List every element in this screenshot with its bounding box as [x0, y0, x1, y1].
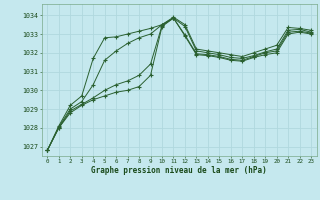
- X-axis label: Graphe pression niveau de la mer (hPa): Graphe pression niveau de la mer (hPa): [91, 166, 267, 175]
